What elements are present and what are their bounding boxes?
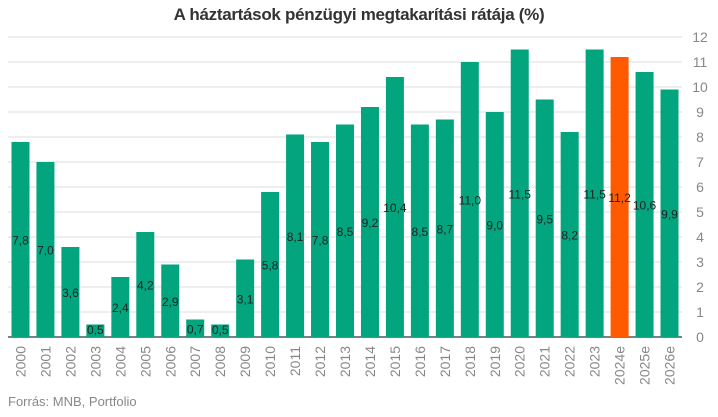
data-label: 9,5 — [536, 212, 553, 226]
data-label: 11,0 — [459, 194, 482, 208]
y-tick-label: 2 — [696, 279, 704, 295]
data-label: 8,5 — [337, 225, 354, 239]
bar — [610, 57, 629, 337]
x-tick-label: 2000 — [12, 346, 28, 377]
x-tick-label: 2001 — [37, 346, 53, 377]
bar — [635, 72, 654, 337]
x-tick-label: 2004 — [112, 346, 128, 377]
bar — [460, 62, 479, 337]
data-label: 0,5 — [212, 323, 229, 337]
data-label: 8,5 — [412, 225, 429, 239]
x-tick-label: 2017 — [437, 346, 453, 377]
bar — [311, 142, 330, 337]
bar — [211, 324, 230, 337]
data-label: 10,4 — [383, 201, 407, 215]
bar — [136, 232, 155, 337]
x-tick-label: 2002 — [62, 346, 78, 377]
bar — [535, 99, 554, 337]
data-label: 7,8 — [12, 234, 29, 248]
bar — [560, 132, 579, 337]
bar — [11, 142, 30, 337]
bar — [585, 49, 604, 337]
x-tick-label: 2006 — [162, 346, 178, 377]
data-label: 8,1 — [287, 230, 304, 244]
bar — [336, 124, 354, 337]
bar — [111, 277, 130, 337]
data-label: 3,1 — [237, 292, 254, 306]
bar — [485, 112, 504, 337]
bar — [660, 89, 679, 337]
data-label: 4,2 — [137, 279, 154, 293]
x-tick-label: 2015 — [387, 346, 403, 377]
x-tick-label: 2011 — [287, 346, 303, 376]
bar — [61, 247, 80, 337]
bar — [161, 264, 180, 337]
x-tick-label: 2010 — [262, 346, 278, 377]
source-note: Forrás: MNB, Portfolio — [8, 394, 137, 409]
data-label: 0,5 — [87, 323, 104, 337]
bar — [410, 124, 429, 337]
y-tick-label: 5 — [696, 204, 704, 220]
x-tick-label: 2025e — [637, 346, 653, 385]
x-tick-label: 2014 — [362, 346, 378, 377]
data-label: 10,6 — [633, 199, 657, 213]
x-tick-label: 2008 — [212, 346, 228, 377]
bar — [385, 77, 404, 337]
y-tick-label: 9 — [696, 104, 704, 120]
x-tick-label: 2005 — [137, 346, 153, 377]
data-label: 11,5 — [509, 187, 532, 201]
data-label: 11,5 — [583, 187, 606, 201]
data-label: 3,6 — [62, 286, 79, 300]
data-label: 9,0 — [486, 219, 503, 233]
x-tick-label: 2023 — [587, 346, 603, 377]
y-tick-label: 3 — [696, 254, 704, 270]
y-tick-label: 11 — [693, 54, 708, 70]
chart-title: A háztartások pénzügyi megtakarítási rát… — [173, 5, 545, 24]
y-tick-label: 7 — [696, 154, 704, 170]
x-tick-label: 2009 — [237, 346, 253, 377]
x-tick-label: 2021 — [537, 346, 553, 377]
x-tick-label: 2018 — [462, 346, 478, 377]
y-tick-label: 8 — [696, 129, 704, 145]
data-label: 2,9 — [162, 295, 179, 309]
bar — [286, 134, 305, 337]
y-tick-label: 12 — [692, 29, 708, 45]
x-tick-label: 2022 — [562, 346, 578, 377]
x-tick-label: 2019 — [487, 346, 503, 377]
bar — [360, 107, 379, 337]
bar — [86, 324, 105, 337]
data-label: 2,4 — [112, 301, 129, 315]
data-label: 5,8 — [262, 259, 279, 273]
y-tick-label: 6 — [696, 179, 704, 195]
y-tick-label: 0 — [696, 329, 704, 345]
data-label: 11,2 — [608, 191, 631, 205]
data-label: 9,2 — [362, 216, 379, 230]
x-tick-label: 2026e — [662, 346, 678, 385]
bar — [510, 49, 529, 337]
y-tick-label: 10 — [692, 79, 708, 95]
y-tick-label: 1 — [696, 304, 704, 320]
data-label: 7,8 — [312, 234, 329, 248]
bar — [261, 192, 280, 337]
data-label: 0,7 — [187, 322, 204, 336]
x-tick-label: 2020 — [512, 346, 528, 377]
bar — [236, 259, 255, 337]
bar — [435, 119, 454, 337]
x-tick-label: 2016 — [412, 346, 428, 377]
data-label: 8,2 — [561, 229, 578, 243]
x-tick-label: 2012 — [312, 346, 328, 377]
data-label: 8,7 — [437, 222, 454, 236]
x-tick-label: 2003 — [87, 346, 103, 377]
bar — [36, 162, 55, 337]
y-tick-label: 4 — [696, 229, 704, 245]
bar — [186, 319, 205, 337]
x-tick-label: 2024e — [612, 346, 628, 385]
data-label: 9,9 — [661, 207, 678, 221]
data-label: 7,0 — [37, 244, 54, 258]
x-tick-label: 2007 — [187, 346, 203, 377]
x-tick-label: 2013 — [337, 346, 353, 377]
